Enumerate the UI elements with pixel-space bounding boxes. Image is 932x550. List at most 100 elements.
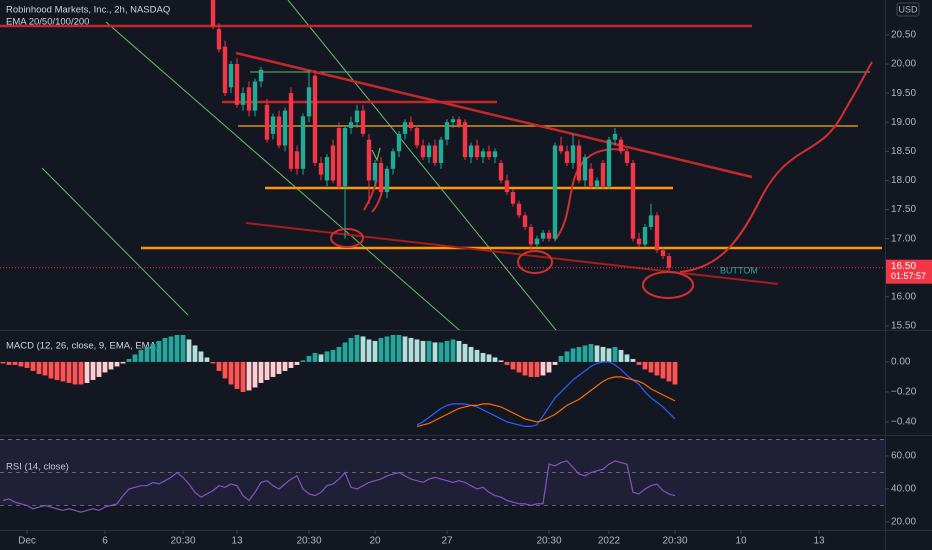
x-tick-label: 20:30 [662, 536, 687, 547]
candle-body [642, 226, 648, 245]
histogram-bar [582, 345, 588, 362]
histogram-bar [204, 357, 210, 362]
histogram-bar [408, 337, 414, 362]
histogram-bar [234, 361, 240, 389]
histogram-bar [648, 361, 654, 373]
histogram-bar [90, 361, 96, 380]
candle-body [354, 110, 360, 123]
candle-body [330, 145, 336, 181]
candle-body [384, 168, 390, 193]
histogram-bar [330, 349, 336, 362]
candle-body [444, 122, 450, 140]
histogram-bar [270, 361, 276, 377]
candle-body [366, 139, 372, 181]
x-tick-label: 20:30 [296, 536, 321, 547]
candle-body [450, 119, 456, 123]
histogram-bar [558, 355, 564, 362]
trend-line [235, 51, 753, 179]
histogram-bar [456, 340, 462, 362]
histogram-bar [222, 361, 228, 379]
histogram-bar [306, 355, 312, 362]
candle-body [540, 232, 546, 239]
candle-body [612, 133, 618, 140]
y-tick-label: 17.50 [891, 204, 916, 215]
histogram-bar [156, 340, 162, 362]
y-tick-label: 16.00 [891, 291, 916, 302]
x-tick-label: 6 [102, 536, 108, 547]
candle-body [666, 256, 672, 268]
histogram-bar [282, 361, 288, 371]
histogram-bar [162, 337, 168, 362]
histogram-bar [360, 336, 366, 362]
y-tick-label: 20.00 [891, 517, 916, 528]
histogram-bar [240, 361, 246, 392]
candle-body [414, 128, 420, 146]
histogram-bar [522, 361, 528, 376]
macd-legend: MACD (12, 26, close, 9, EMA, EMA) [6, 341, 159, 352]
candle-body [210, 0, 216, 27]
candle-body [660, 250, 666, 257]
candle-body [522, 215, 528, 227]
candle-body [618, 139, 624, 152]
candle-body [492, 151, 498, 158]
y-tick-label: 20.00 [891, 59, 916, 70]
pane [0, 0, 885, 271]
candle-body [252, 81, 258, 111]
candle-body [246, 87, 252, 111]
candle-body [306, 87, 312, 117]
histogram-bar [132, 354, 138, 362]
histogram-bar [576, 346, 582, 362]
candle-body [264, 104, 270, 140]
candle-body [288, 93, 294, 169]
freehand-stroke [679, 61, 873, 273]
histogram-bar [540, 361, 546, 376]
candle-body [630, 162, 636, 239]
candle-body [348, 122, 354, 129]
indicator-line [2, 460, 676, 513]
trend-line [105, 21, 461, 330]
candle-body [438, 139, 444, 163]
candle-body [294, 151, 300, 169]
histogram-bar [666, 361, 672, 382]
chart-title: Robinhood Markets, Inc., 2h, NASDAQ [6, 5, 170, 16]
histogram-bar [294, 361, 300, 365]
candle-body [606, 139, 612, 187]
x-tick-label: 20:30 [536, 536, 561, 547]
histogram-bar [366, 339, 372, 362]
freehand-circle [330, 228, 364, 248]
freehand-stroke [371, 147, 381, 162]
histogram-bar [660, 361, 666, 379]
candle-body [228, 64, 234, 88]
histogram-bar [192, 345, 198, 362]
candle-body [426, 145, 432, 158]
histogram-bar [348, 337, 354, 362]
histogram-bar [264, 361, 270, 380]
histogram-bar [150, 343, 156, 362]
pane [0, 439, 885, 513]
histogram-bar [66, 361, 72, 383]
candle-body [234, 64, 240, 105]
candle-body [390, 151, 396, 169]
candle-body [216, 29, 222, 50]
candle-body [360, 110, 366, 134]
histogram-bar [510, 361, 516, 370]
histogram-bar [288, 361, 294, 368]
histogram-bar [342, 342, 348, 362]
histogram-bar [414, 339, 420, 362]
candle-body [600, 162, 606, 187]
histogram-bar [108, 361, 114, 370]
candle-body [312, 75, 318, 163]
histogram-bar [24, 361, 30, 368]
currency-badge [896, 2, 920, 17]
candle-body [576, 145, 582, 181]
histogram-bar [420, 340, 426, 362]
histogram-bar [606, 348, 612, 362]
candle-body [378, 162, 384, 193]
histogram-bar [246, 361, 252, 391]
histogram-bar [534, 361, 540, 377]
indicator-line [416, 376, 676, 427]
drawings [0, 0, 882, 330]
x-tick-label: 20:30 [170, 536, 195, 547]
histogram-bar [492, 357, 498, 362]
candle-body [276, 116, 282, 146]
